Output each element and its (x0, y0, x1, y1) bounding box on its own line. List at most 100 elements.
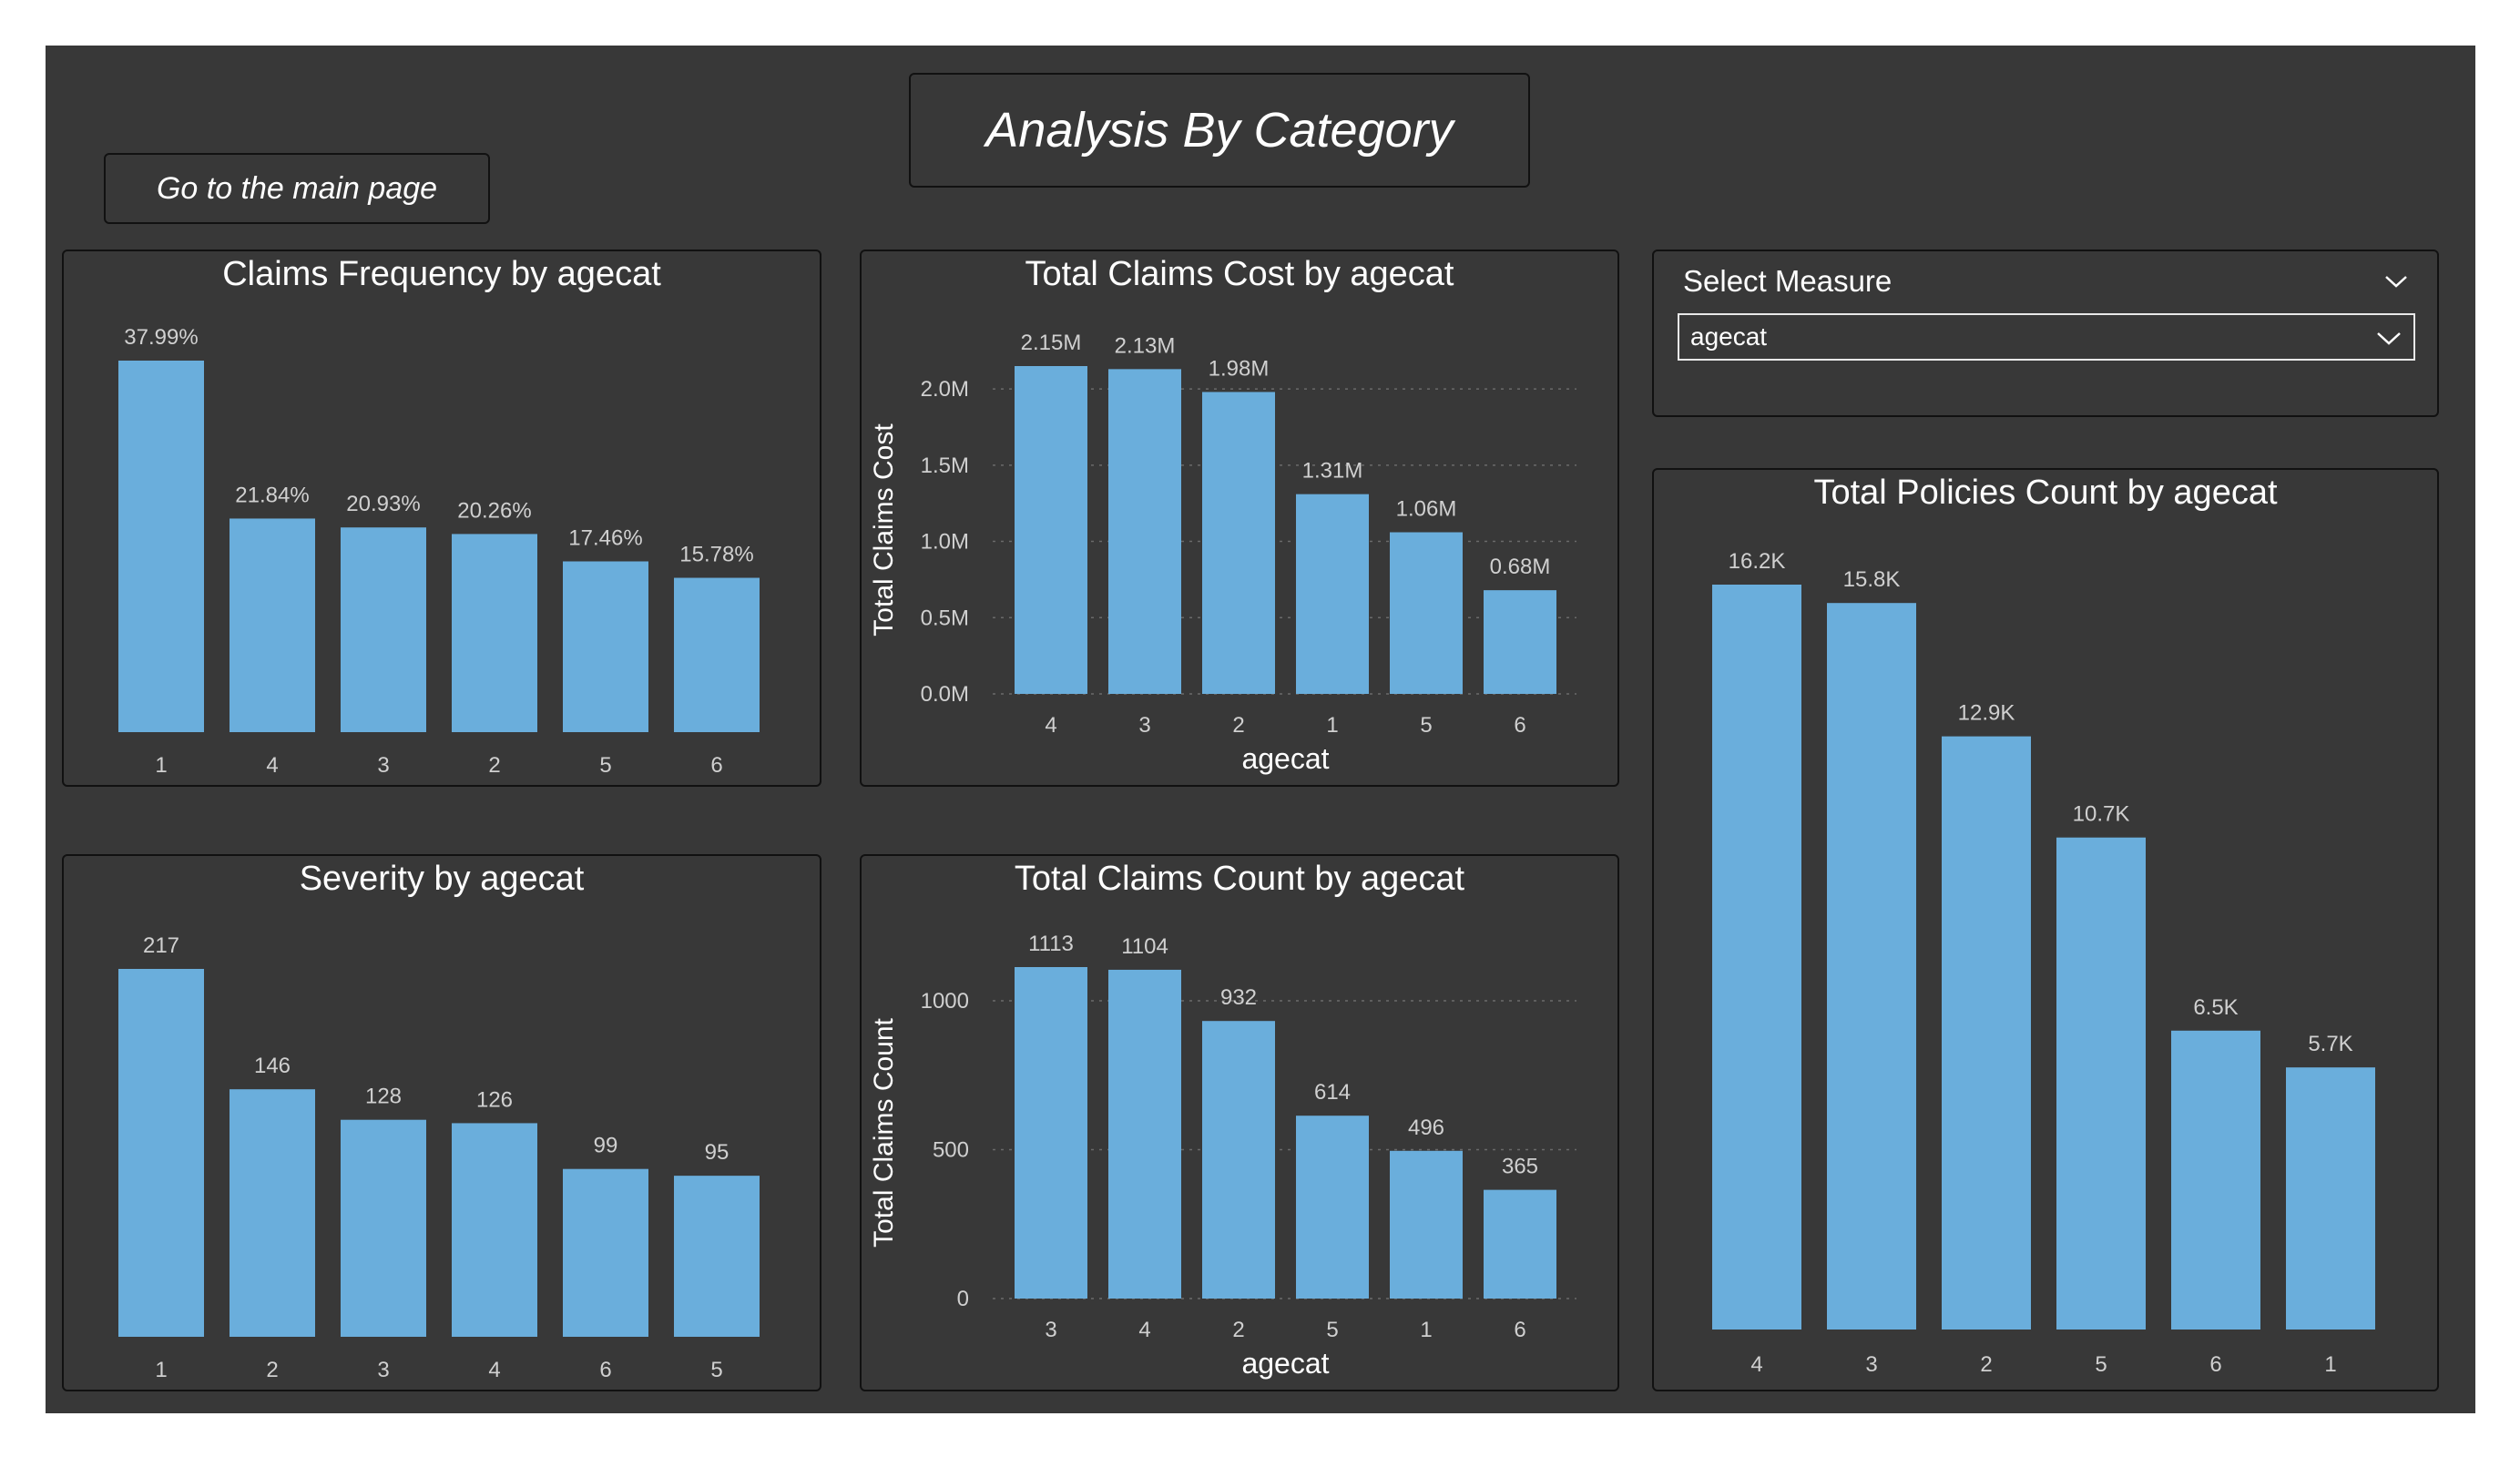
bar (2171, 1030, 2260, 1330)
data-label: 37.99% (124, 325, 198, 350)
y-tick-label: 0 (957, 1287, 969, 1311)
data-label: 95 (705, 1140, 729, 1165)
bar (1015, 366, 1087, 694)
y-tick-label: 1.5M (921, 453, 969, 478)
go-to-main-page-label: Go to the main page (156, 170, 438, 206)
data-label: 15.8K (1843, 567, 1901, 592)
data-label: 10.7K (2073, 802, 2130, 827)
x-tick-label: 6 (710, 753, 722, 778)
x-tick-label: 2 (1232, 1318, 1244, 1342)
x-tick-label: 3 (1045, 1318, 1056, 1342)
x-tick-label: 6 (1514, 1318, 1525, 1342)
bar (674, 577, 760, 732)
chevron-down-icon (2377, 332, 2401, 345)
bar (1015, 967, 1087, 1299)
x-tick-label: 6 (599, 1358, 611, 1382)
x-tick-label: 2 (266, 1358, 278, 1382)
total-claims-cost-panel[interactable]: Total Claims Cost by agecat 0.0M 0.5M 1.0M… (860, 250, 1619, 787)
x-tick-label: 5 (1326, 1318, 1338, 1342)
data-label: 614 (1314, 1080, 1351, 1105)
x-tick-label: 2 (488, 753, 500, 778)
total-policies-count-title: Total Policies Count by agecat (1813, 474, 2278, 512)
x-tick-label: 6 (1514, 713, 1525, 738)
x-tick-label: 3 (1865, 1352, 1877, 1377)
data-label: 126 (476, 1087, 513, 1112)
data-label: 6.5K (2193, 995, 2238, 1020)
bar (1296, 1116, 1369, 1299)
report-canvas: Analysis By Category Go to the main page… (46, 46, 2475, 1413)
data-label: 932 (1220, 985, 1257, 1010)
go-to-main-page-button[interactable]: Go to the main page (104, 153, 490, 224)
x-tick-label: 3 (377, 753, 389, 778)
bar (1827, 603, 1916, 1330)
data-label: 217 (143, 933, 179, 958)
y-tick-label: 1000 (921, 989, 969, 1014)
x-tick-label: 3 (1138, 713, 1150, 738)
x-tick-label: 4 (1750, 1352, 1762, 1377)
total-claims-cost-title: Total Claims Cost by agecat (1025, 255, 1454, 293)
page-title-box: Analysis By Category (909, 73, 1530, 188)
slicer-header: Select Measure (1683, 264, 1893, 298)
measure-slicer: Select Measure agecat (1652, 250, 2439, 417)
x-tick-label: 2 (1980, 1352, 1992, 1377)
data-label: 365 (1502, 1155, 1538, 1179)
data-label: 128 (365, 1085, 402, 1109)
claims-frequency-panel[interactable]: Claims Frequency by agecat 37.99% 1 21.84%… (62, 250, 821, 787)
data-label: 2.15M (1021, 331, 1082, 355)
total-claims-count-title: Total Claims Count by agecat (1014, 860, 1465, 898)
y-tick-label: 2.0M (921, 377, 969, 402)
y-tick-label: 1.0M (921, 530, 969, 555)
bar (341, 1119, 426, 1337)
data-label: 16.2K (1729, 549, 1786, 574)
x-tick-label: 6 (2209, 1352, 2221, 1377)
data-label: 496 (1408, 1116, 1444, 1140)
bar (341, 527, 426, 732)
bar (118, 969, 204, 1337)
bar (1202, 1021, 1275, 1299)
x-tick-label: 4 (266, 753, 278, 778)
data-label: 0.68M (1490, 555, 1551, 579)
y-tick-label: 0.5M (921, 606, 969, 630)
data-label: 5.7K (2308, 1032, 2352, 1056)
bar (1108, 969, 1181, 1299)
bar (452, 1123, 537, 1337)
x-tick-label: 1 (1326, 713, 1338, 738)
bar (563, 1168, 648, 1337)
bar (452, 534, 537, 732)
bar (1390, 532, 1463, 694)
data-label: 99 (594, 1134, 618, 1158)
x-axis-label: agecat (1241, 1347, 1329, 1380)
bar (2056, 837, 2146, 1330)
bar (1108, 369, 1181, 694)
data-label: 1.06M (1396, 497, 1457, 522)
total-claims-count-panel[interactable]: Total Claims Count by agecat 0 500 1000 Tot… (860, 854, 1619, 1391)
chevron-down-icon[interactable] (2381, 266, 2412, 297)
total-policies-count-panel[interactable]: Total Policies Count by agecat 16.2K 4 15.… (1652, 468, 2439, 1391)
total-claims-count-chart: 0 500 1000 Total Claims Count agecat 1113 3 110… (869, 932, 1576, 1380)
x-tick-label: 4 (1138, 1318, 1150, 1342)
severity-panel[interactable]: Severity by agecat 217 1 146 2 128 3 126 4 99 6 95… (62, 854, 821, 1391)
x-tick-label: 5 (710, 1358, 722, 1382)
bar (1942, 736, 2031, 1330)
bar (1202, 392, 1275, 694)
bar (1484, 1189, 1556, 1299)
x-axis-label: agecat (1241, 742, 1329, 775)
bar (1390, 1150, 1463, 1299)
bar (118, 361, 204, 732)
x-tick-label: 1 (1420, 1318, 1432, 1342)
y-tick-label: 500 (933, 1137, 969, 1162)
x-tick-label: 2 (1232, 713, 1244, 738)
data-label: 1113 (1028, 932, 1074, 956)
x-tick-label: 5 (599, 753, 611, 778)
measure-dropdown[interactable]: agecat (1678, 313, 2415, 361)
data-label: 1104 (1121, 934, 1168, 959)
data-label: 12.9K (1958, 701, 2015, 726)
data-label: 17.46% (568, 525, 642, 550)
claims-frequency-chart: 37.99% 1 21.84% 4 20.93% 3 20.26% 2 17.46% 5 15.78… (118, 325, 760, 778)
bar (1712, 585, 1801, 1330)
y-axis-label: Total Claims Cost (869, 423, 899, 637)
data-label: 146 (254, 1054, 291, 1078)
data-label: 15.78% (679, 543, 753, 567)
y-tick-label: 0.0M (921, 682, 969, 707)
severity-title: Severity by agecat (299, 860, 585, 898)
